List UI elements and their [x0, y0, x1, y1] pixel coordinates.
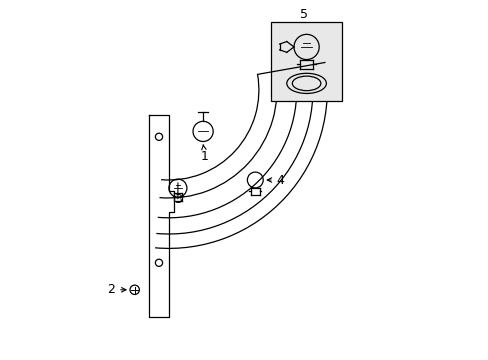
Text: 4: 4	[267, 174, 284, 186]
Text: 5: 5	[299, 8, 307, 21]
Text: 2: 2	[107, 283, 126, 296]
Text: 1: 1	[201, 144, 208, 163]
FancyBboxPatch shape	[271, 22, 341, 101]
Text: 3: 3	[174, 193, 182, 206]
